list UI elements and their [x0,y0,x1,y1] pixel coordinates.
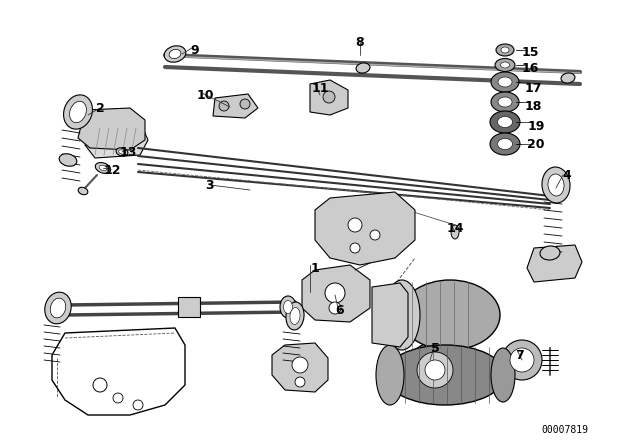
Text: 18: 18 [524,99,541,112]
Circle shape [323,91,335,103]
Polygon shape [302,265,370,322]
Circle shape [502,340,542,380]
Text: 5: 5 [431,341,440,354]
Text: 00007819: 00007819 [541,425,589,435]
Ellipse shape [70,101,86,123]
Ellipse shape [63,95,92,129]
Ellipse shape [540,246,560,260]
Text: 11: 11 [311,82,329,95]
Ellipse shape [542,167,570,203]
Ellipse shape [356,63,370,73]
Circle shape [325,283,345,303]
Ellipse shape [496,44,514,56]
Polygon shape [52,328,185,415]
Ellipse shape [561,73,575,83]
Ellipse shape [99,165,107,171]
Ellipse shape [400,280,500,350]
Ellipse shape [376,345,404,405]
Ellipse shape [118,150,125,154]
Circle shape [407,342,463,398]
Ellipse shape [497,116,513,128]
Ellipse shape [500,62,509,68]
Circle shape [425,360,445,380]
Circle shape [510,348,534,372]
Text: 19: 19 [527,120,545,133]
Polygon shape [310,80,348,115]
Ellipse shape [164,46,186,62]
Ellipse shape [501,47,509,53]
Polygon shape [85,122,148,158]
Ellipse shape [451,225,459,239]
Text: 15: 15 [521,46,539,59]
Circle shape [133,400,143,410]
Circle shape [417,352,453,388]
Ellipse shape [385,345,505,405]
Ellipse shape [495,59,515,72]
Ellipse shape [490,111,520,133]
Ellipse shape [490,133,520,155]
Polygon shape [315,192,415,265]
Text: 3: 3 [205,178,214,191]
Ellipse shape [286,302,304,330]
Text: 9: 9 [191,43,199,56]
Circle shape [329,302,341,314]
Circle shape [350,243,360,253]
Circle shape [113,393,123,403]
Ellipse shape [498,77,512,87]
Circle shape [370,230,380,240]
Ellipse shape [116,148,128,156]
Ellipse shape [290,307,300,324]
Text: 13: 13 [119,146,137,159]
Polygon shape [213,94,258,118]
Ellipse shape [384,280,420,350]
Ellipse shape [498,97,512,107]
Text: 17: 17 [524,82,541,95]
Circle shape [295,377,305,387]
Text: 1: 1 [310,262,319,275]
Text: 8: 8 [356,35,364,48]
Bar [178,297,200,317]
Text: 2: 2 [95,102,104,115]
Ellipse shape [51,298,66,318]
Polygon shape [78,108,145,150]
Ellipse shape [59,154,77,166]
Circle shape [93,378,107,392]
Ellipse shape [491,348,515,402]
Ellipse shape [548,174,564,196]
Circle shape [240,99,250,109]
Ellipse shape [45,292,71,324]
Ellipse shape [95,163,111,173]
Ellipse shape [169,49,181,59]
Ellipse shape [491,92,519,112]
Ellipse shape [491,72,519,92]
Text: 4: 4 [563,168,572,181]
Ellipse shape [497,138,513,150]
Text: 14: 14 [446,221,464,234]
Text: 7: 7 [516,349,524,362]
Polygon shape [372,283,408,347]
Ellipse shape [280,296,296,318]
Ellipse shape [78,187,88,195]
Text: 12: 12 [103,164,121,177]
Polygon shape [272,343,328,392]
Text: 16: 16 [522,61,539,74]
Text: 6: 6 [336,303,344,316]
Ellipse shape [284,301,292,314]
Text: 10: 10 [196,89,214,102]
Circle shape [219,101,229,111]
Polygon shape [527,245,582,282]
Circle shape [348,218,362,232]
Text: 20: 20 [527,138,545,151]
Circle shape [292,357,308,373]
